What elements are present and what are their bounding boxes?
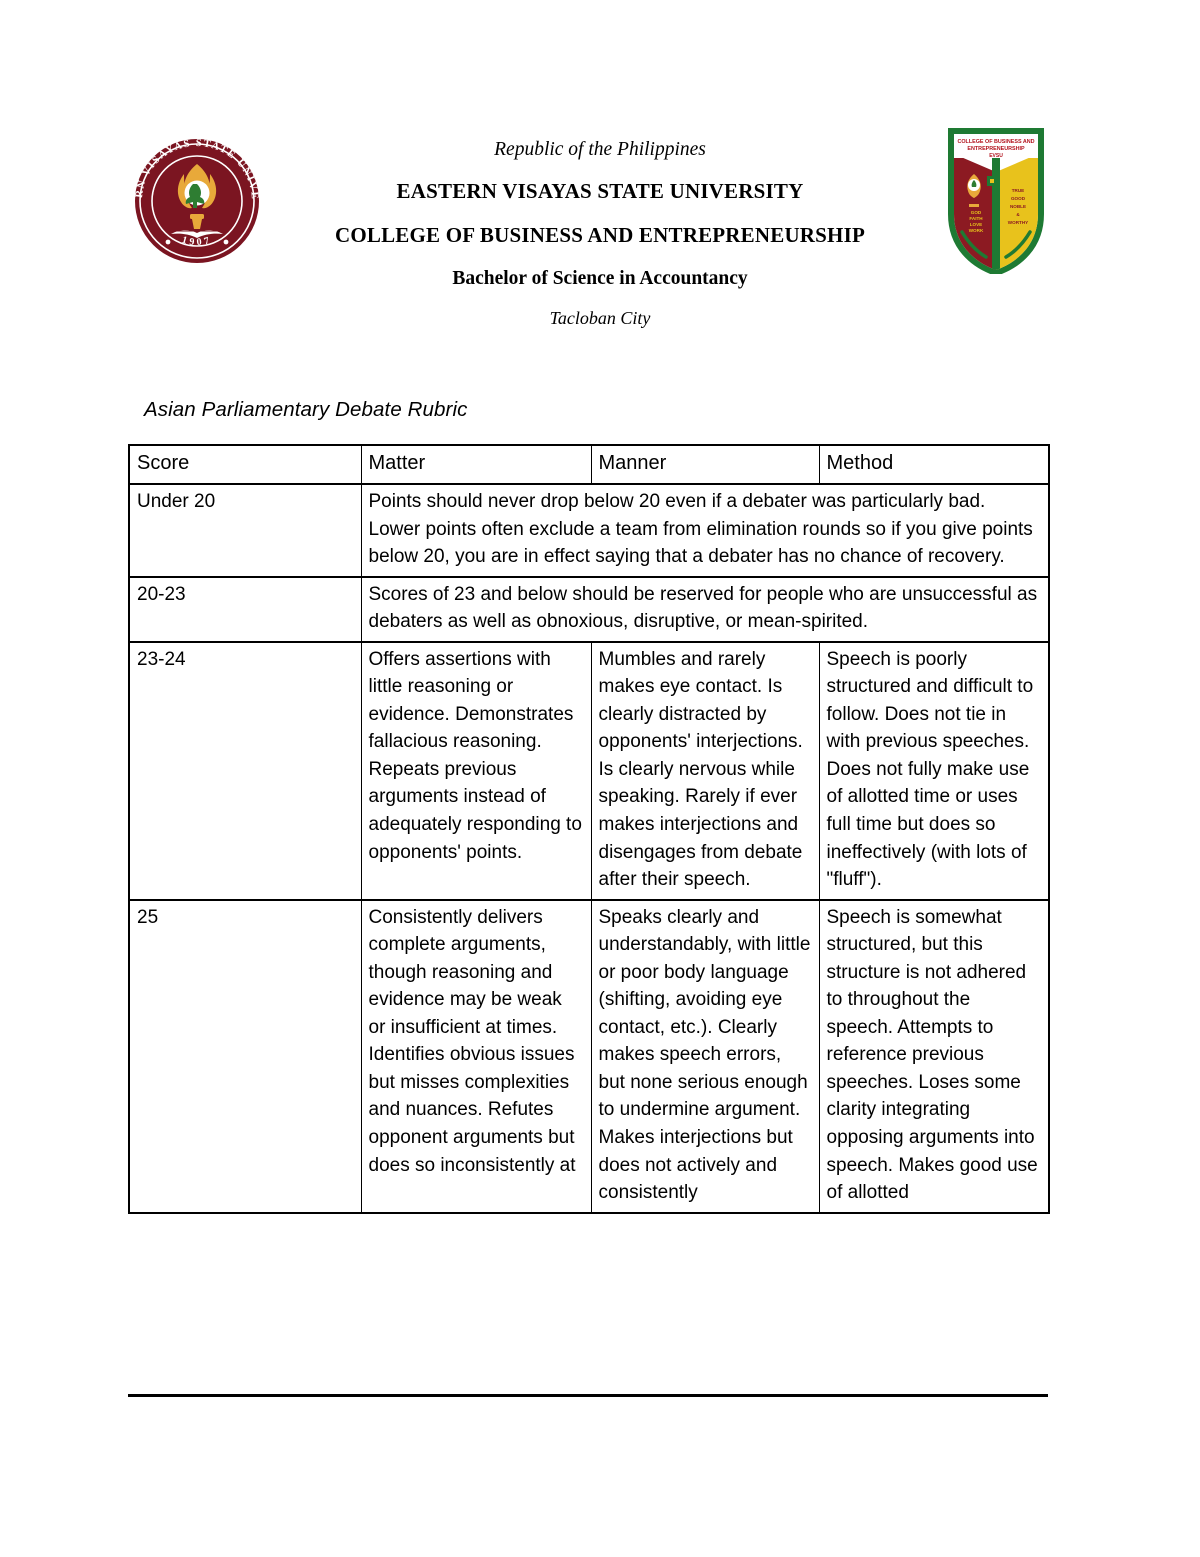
- column-header-method: Method: [818, 444, 1050, 485]
- table-row: Under 20 Points should never drop below …: [128, 483, 1050, 578]
- column-header-score: Score: [128, 444, 362, 485]
- cell-matter: Consistently delivers complete arguments…: [360, 898, 592, 1214]
- svg-text:GOD: GOD: [971, 210, 982, 215]
- table-header-row: Score Matter Manner Method: [128, 444, 1050, 485]
- letterhead-line-republic: Republic of the Philippines: [494, 139, 706, 160]
- svg-text:ENTREPRENEURSHIP: ENTREPRENEURSHIP: [967, 146, 1025, 152]
- svg-text:NOBLE: NOBLE: [1010, 204, 1026, 209]
- svg-text:&: &: [1016, 212, 1020, 217]
- svg-text:TRUE: TRUE: [1012, 188, 1025, 193]
- letterhead-line-college: COLLEGE OF BUSINESS AND ENTREPRENEURSHIP: [334, 222, 865, 247]
- cell-score: 20-23: [128, 575, 362, 643]
- cell-method: Speech is poorly structured and difficul…: [818, 640, 1050, 901]
- cell-score: 23-24: [128, 640, 362, 901]
- svg-text:GOOD: GOOD: [1011, 196, 1026, 201]
- cell-method: Speech is somewhat structured, but this …: [818, 898, 1050, 1214]
- cell-score: Under 20: [128, 483, 362, 578]
- svg-text:COLLEGE OF BUSINESS AND: COLLEGE OF BUSINESS AND: [957, 139, 1034, 145]
- rubric-table: Score Matter Manner Method Under 20 Poin…: [128, 444, 1050, 1214]
- svg-text:LOVE: LOVE: [970, 222, 983, 227]
- college-shield-icon: COLLEGE OF BUSINESS AND ENTREPRENEURSHIP…: [948, 128, 1044, 277]
- cell-matter: Scores of 23 and below should be reserve…: [360, 575, 1050, 643]
- cell-score: 25: [128, 898, 362, 1214]
- table-row: 25 Consistently delivers complete argume…: [128, 898, 1050, 1214]
- university-seal-icon: EASTERN VISAYAS STATE UNIVERSITY 1907: [121, 122, 268, 272]
- column-header-matter: Matter: [360, 444, 592, 485]
- svg-text:EVSU: EVSU: [989, 153, 1003, 159]
- letterhead-line-program: Bachelor of Science in Accountancy: [452, 267, 748, 289]
- cell-matter: Points should never drop below 20 even i…: [360, 483, 1050, 578]
- svg-text:FAITH: FAITH: [969, 216, 983, 221]
- cell-manner: Mumbles and rarely makes eye contact. Is…: [590, 640, 820, 901]
- letterhead-line-city: Tacloban City: [549, 308, 651, 328]
- table-row: 23-24 Offers assertions with little reas…: [128, 640, 1050, 901]
- cell-matter: Offers assertions with little reasoning …: [360, 640, 592, 901]
- svg-text:WORTHY: WORTHY: [1008, 220, 1028, 225]
- cell-manner: Speaks clearly and understandably, with …: [590, 898, 820, 1214]
- letterhead: EASTERN VISAYAS STATE UNIVERSITY 1907 Re…: [0, 0, 1200, 360]
- rubric-table-container: Score Matter Manner Method Under 20 Poin…: [128, 444, 1050, 1214]
- page-title: Asian Parliamentary Debate Rubric: [144, 398, 468, 421]
- svg-text:WORK: WORK: [969, 228, 984, 233]
- svg-text:1907: 1907: [181, 235, 214, 249]
- column-header-manner: Manner: [590, 444, 820, 485]
- page-bottom-rule: [128, 1394, 1048, 1397]
- letterhead-line-university: EASTERN VISAYAS STATE UNIVERSITY: [396, 178, 804, 203]
- letterhead-text: Republic of the Philippines EASTERN VISA…: [285, 140, 915, 327]
- page-bottom-clip: [0, 1397, 1200, 1557]
- table-row: 20-23 Scores of 23 and below should be r…: [128, 575, 1050, 643]
